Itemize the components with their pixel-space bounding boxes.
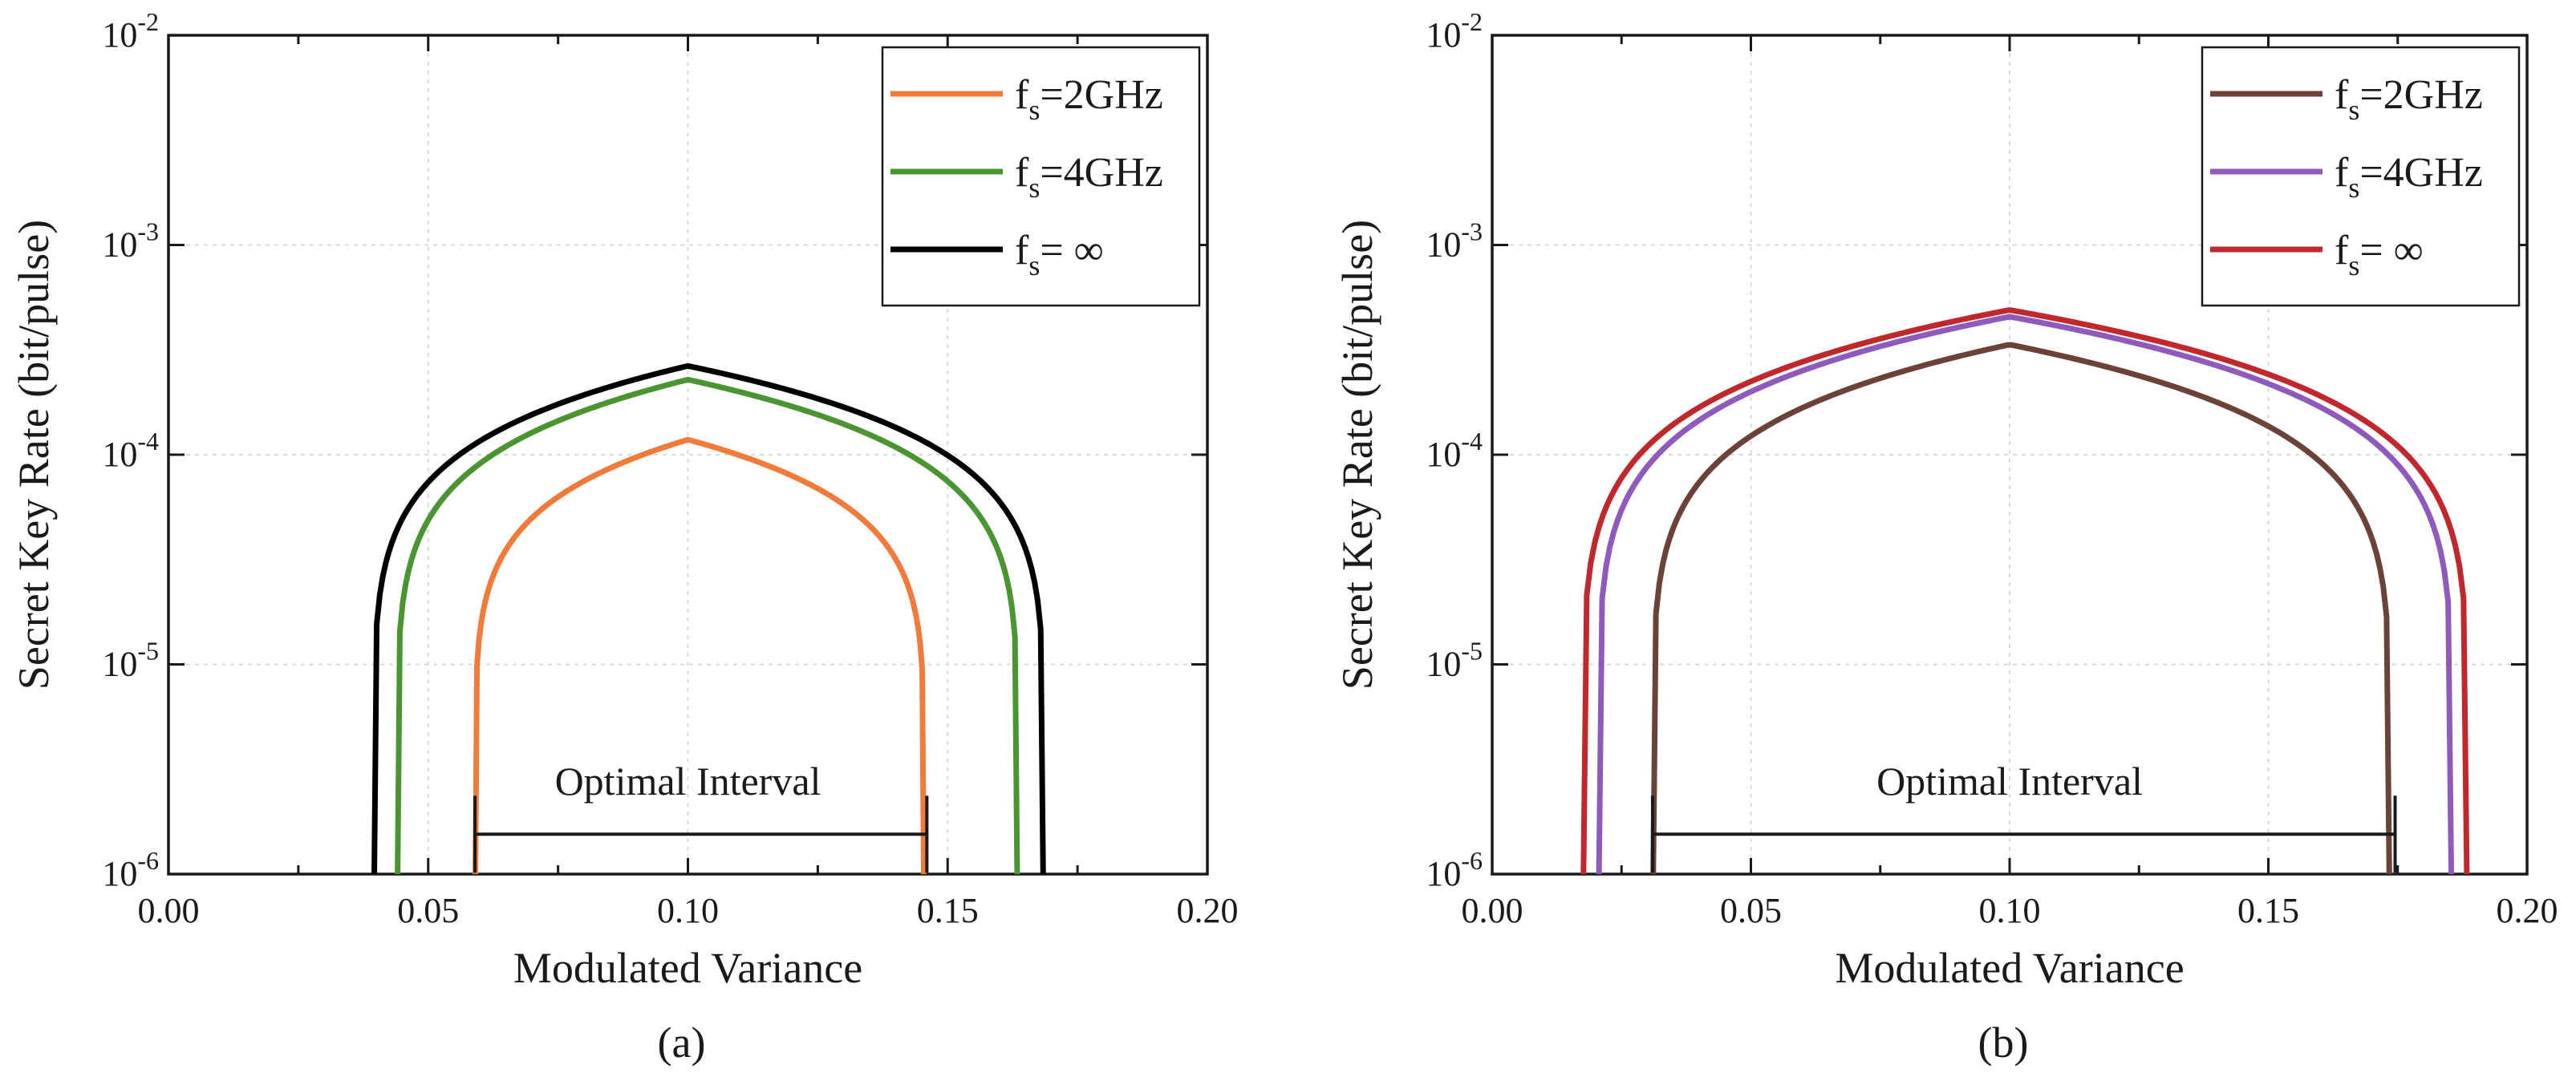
legend-box [881,46,1201,307]
y-tick-label: 10-4 [1426,427,1483,474]
series-line-1 [473,436,927,874]
legend-entry-1: fs=2GHz [2335,72,2483,126]
x-tick-label: 0.20 [2497,891,2558,930]
series-line-2 [1596,314,2455,874]
y-tick-label: 10-4 [102,427,159,474]
optimal-interval-label: Optimal Interval [1876,759,2143,804]
y-tick-label: 10-5 [1426,637,1483,684]
y-axis-title: Secret Key Rate (bit/pulse) [1333,220,1381,690]
x-tick-label: 0.20 [1177,891,1239,930]
y-axis-title: Secret Key Rate (bit/pulse) [10,220,58,690]
x-tick-label: 0.15 [2237,891,2299,930]
y-tick-label: 10-3 [102,217,159,265]
legend-entry-3: fs= ∞ [1015,228,1104,281]
x-tick-label: 0.15 [917,891,979,930]
x-axis-title: Modulated Variance [1835,944,2184,992]
legend-entry-2: fs=4GHz [2335,150,2483,204]
chart-panel-2: 0.00 0.05 0.10 0.15 0.20 10-6 10-5 10-4 10-3 10-2… [1333,7,2558,1067]
y-tick-label: 10-5 [102,637,159,684]
legend-entry-1: fs=2GHz [1015,72,1163,126]
legend-entry-2: fs=4GHz [1015,150,1163,204]
y-tick-label: 10-2 [102,7,159,55]
x-tick-label: 0.10 [657,891,719,930]
series-line-2 [395,376,1020,874]
x-tick-label: 0.10 [1979,891,2041,930]
x-tick-label: 0.05 [397,891,459,930]
y-tick-label: 10-6 [102,846,159,893]
series-line-3 [1580,307,2470,874]
series-line-3 [371,362,1046,874]
series-line-1 [1650,342,2392,874]
y-tick-label: 10-3 [1426,217,1483,265]
legend: fs=2GHz fs=4GHz fs= ∞ [881,46,1201,307]
chart-panel-1: 0.00 0.05 0.10 0.15 0.20 10-6 10-5 10-4 10-3 10-2… [10,7,1239,1067]
x-axis-title: Modulated Variance [513,944,862,992]
legend-entry-3: fs= ∞ [2335,228,2424,281]
x-tick-label: 0.00 [1462,891,1523,930]
x-tick-label: 0.05 [1720,891,1782,930]
panel-label: (a) [658,1018,706,1067]
panel-label: (b) [1978,1018,2029,1067]
legend-box [2201,46,2521,307]
y-tick-label: 10-6 [1426,846,1483,893]
optimal-interval-label: Optimal Interval [555,759,821,804]
x-tick-label: 0.00 [138,891,200,930]
legend: fs=2GHz fs=4GHz fs= ∞ [2201,46,2521,307]
y-tick-label: 10-2 [1426,7,1483,55]
